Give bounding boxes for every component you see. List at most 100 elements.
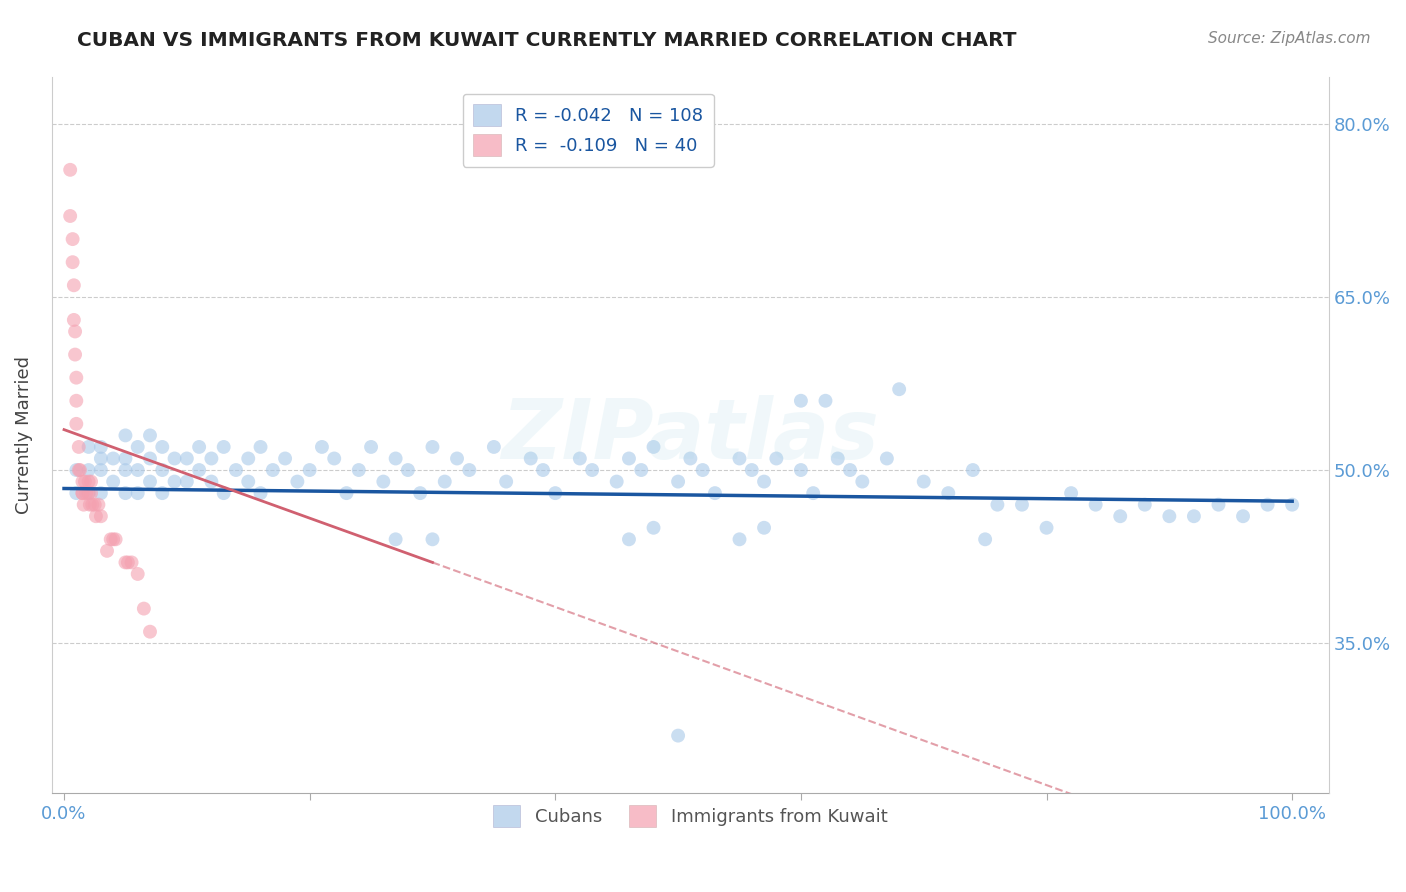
Point — [482, 440, 505, 454]
Point — [643, 440, 665, 454]
Point — [974, 533, 997, 547]
Point — [962, 463, 984, 477]
Point — [132, 601, 155, 615]
Point — [63, 325, 86, 339]
Point — [150, 440, 173, 454]
Point — [100, 533, 122, 547]
Point — [59, 162, 82, 177]
Point — [936, 486, 959, 500]
Point — [679, 451, 702, 466]
Point — [692, 463, 714, 477]
Point — [912, 475, 935, 489]
Point — [212, 440, 235, 454]
Point — [63, 313, 86, 327]
Point — [790, 463, 813, 477]
Point — [127, 440, 149, 454]
Point — [87, 498, 110, 512]
Point — [531, 463, 554, 477]
Point — [139, 624, 162, 639]
Point — [139, 451, 162, 466]
Point — [422, 533, 444, 547]
Point — [150, 486, 173, 500]
Point — [90, 486, 112, 500]
Point — [72, 486, 94, 500]
Point — [1060, 486, 1083, 500]
Point — [1084, 498, 1107, 512]
Point — [495, 475, 517, 489]
Point — [127, 566, 149, 581]
Point — [1281, 498, 1303, 512]
Point — [384, 533, 406, 547]
Point — [96, 544, 118, 558]
Point — [298, 463, 321, 477]
Point — [104, 533, 127, 547]
Point — [728, 533, 751, 547]
Point — [73, 498, 96, 512]
Point — [752, 475, 775, 489]
Point — [90, 463, 112, 477]
Point — [114, 451, 136, 466]
Point — [238, 475, 260, 489]
Point — [703, 486, 725, 500]
Point — [384, 451, 406, 466]
Point — [851, 475, 873, 489]
Point — [114, 486, 136, 500]
Point — [666, 475, 689, 489]
Point — [249, 440, 271, 454]
Point — [72, 486, 94, 500]
Point — [188, 440, 211, 454]
Point — [163, 475, 186, 489]
Point — [69, 463, 91, 477]
Point — [458, 463, 481, 477]
Point — [360, 440, 382, 454]
Point — [82, 498, 104, 512]
Point — [83, 498, 105, 512]
Point — [446, 451, 468, 466]
Point — [323, 451, 346, 466]
Point — [77, 475, 100, 489]
Point — [150, 463, 173, 477]
Point — [101, 475, 124, 489]
Point — [65, 417, 87, 431]
Point — [1109, 509, 1132, 524]
Legend: Cubans, Immigrants from Kuwait: Cubans, Immigrants from Kuwait — [486, 798, 894, 834]
Point — [568, 451, 591, 466]
Point — [814, 393, 837, 408]
Point — [287, 475, 309, 489]
Point — [249, 486, 271, 500]
Point — [90, 440, 112, 454]
Point — [373, 475, 395, 489]
Point — [1257, 498, 1279, 512]
Point — [62, 255, 84, 269]
Point — [1159, 509, 1181, 524]
Point — [630, 463, 652, 477]
Point — [1011, 498, 1033, 512]
Point — [65, 463, 87, 477]
Point — [581, 463, 603, 477]
Point — [889, 382, 911, 396]
Point — [839, 463, 862, 477]
Point — [335, 486, 357, 500]
Y-axis label: Currently Married: Currently Married — [15, 357, 32, 515]
Point — [72, 475, 94, 489]
Point — [62, 232, 84, 246]
Point — [90, 451, 112, 466]
Point — [606, 475, 628, 489]
Point — [101, 533, 124, 547]
Point — [876, 451, 898, 466]
Point — [139, 428, 162, 442]
Point — [77, 463, 100, 477]
Point — [741, 463, 763, 477]
Point — [262, 463, 284, 477]
Point — [121, 556, 143, 570]
Point — [84, 509, 107, 524]
Point — [519, 451, 541, 466]
Point — [80, 475, 103, 489]
Point — [176, 475, 198, 489]
Point — [1035, 521, 1057, 535]
Point — [80, 486, 103, 500]
Point — [347, 463, 370, 477]
Point — [127, 486, 149, 500]
Point — [311, 440, 333, 454]
Point — [274, 451, 297, 466]
